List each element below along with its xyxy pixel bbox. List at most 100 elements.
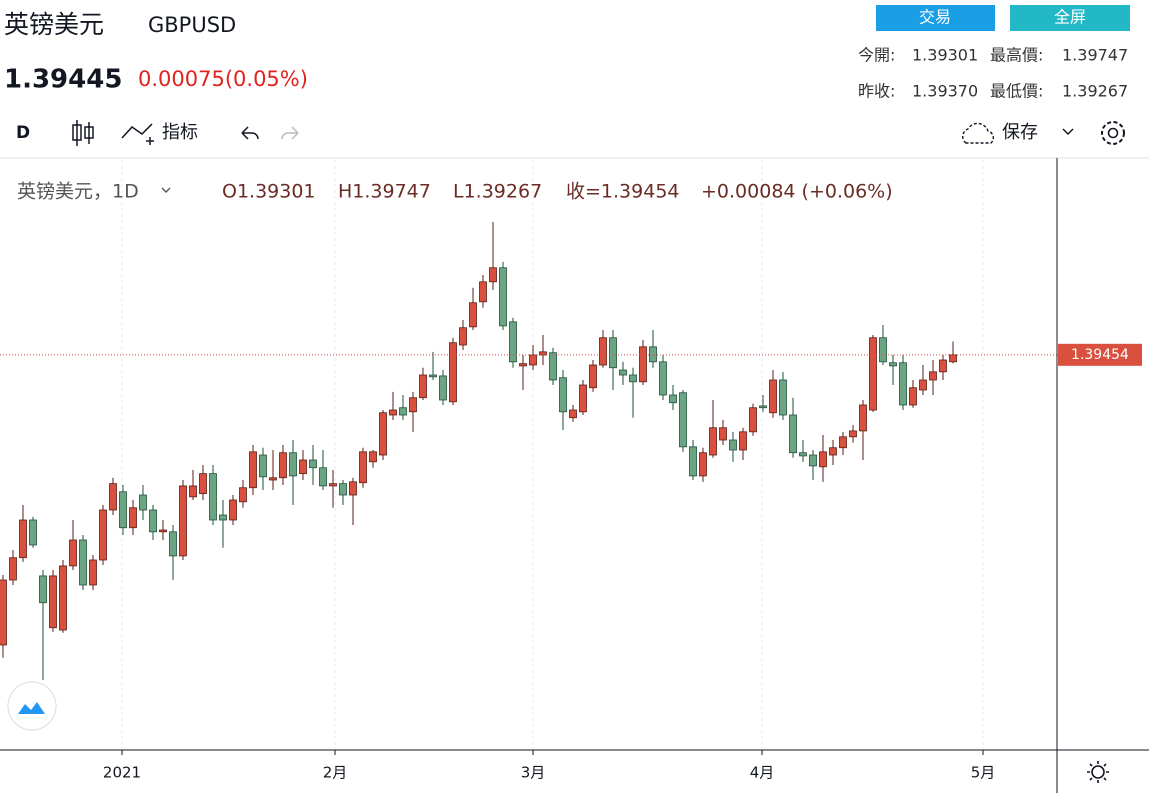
x-tick-label: 4月 bbox=[750, 764, 775, 782]
stat-value: 1.39267 bbox=[1062, 82, 1128, 101]
candle-body bbox=[589, 364, 597, 389]
candle-body bbox=[199, 473, 207, 495]
candle-body bbox=[509, 321, 517, 363]
cloud-icon bbox=[962, 122, 994, 144]
price-change: 0.00075(0.05%) bbox=[138, 67, 308, 91]
x-tick-label: 2月 bbox=[323, 764, 348, 782]
candle-body bbox=[769, 379, 777, 414]
indicator-icon[interactable] bbox=[121, 123, 154, 145]
candle-body bbox=[879, 337, 887, 363]
stat-value: 1.39301 bbox=[912, 46, 978, 65]
candle-body bbox=[489, 267, 497, 283]
instrument-name: 英镑美元 bbox=[4, 10, 104, 39]
candle-body bbox=[319, 467, 327, 487]
candle-body bbox=[929, 371, 937, 381]
candle-body bbox=[219, 514, 227, 521]
candle-body bbox=[639, 346, 647, 383]
candle-body bbox=[69, 539, 77, 567]
candle-body bbox=[779, 379, 787, 416]
candle-body bbox=[419, 374, 427, 399]
x-tick-label: 2021 bbox=[103, 764, 141, 782]
candle-body bbox=[189, 485, 197, 498]
candle-body bbox=[569, 409, 577, 419]
candle-body bbox=[449, 342, 457, 403]
chevron[interactable] bbox=[1062, 128, 1074, 136]
candle-body bbox=[889, 362, 897, 367]
candle-body bbox=[949, 354, 957, 363]
redo-icon[interactable] bbox=[281, 126, 299, 140]
candle-body bbox=[49, 575, 57, 629]
candle-body bbox=[79, 539, 87, 586]
indicators-button[interactable]: 指标 bbox=[162, 122, 198, 143]
candle-body bbox=[809, 454, 817, 467]
candle-body bbox=[829, 447, 837, 456]
candle-body bbox=[169, 531, 177, 557]
stat-label: 最低價: bbox=[990, 82, 1043, 101]
legend-change: +0.00084 (+0.06%) bbox=[701, 181, 893, 203]
time-settings-icon[interactable] bbox=[1087, 761, 1109, 783]
price: 1.39445 bbox=[4, 65, 122, 95]
x-tick-label: 5月 bbox=[971, 764, 996, 782]
candle-body bbox=[759, 405, 767, 409]
candle-body bbox=[9, 557, 17, 581]
candle-body bbox=[309, 459, 317, 469]
candle-body bbox=[109, 483, 117, 511]
button-label: 交易 bbox=[919, 8, 951, 27]
candle-body bbox=[299, 459, 307, 475]
candle-body bbox=[919, 379, 927, 391]
candle-body bbox=[149, 509, 157, 533]
stat-value: 1.39370 bbox=[912, 82, 978, 101]
candle-body bbox=[629, 374, 637, 383]
last-price-tag bbox=[1058, 343, 1142, 366]
candle-body bbox=[259, 454, 267, 478]
candle-body bbox=[409, 397, 417, 413]
candle-body bbox=[689, 446, 697, 477]
candle-body bbox=[559, 377, 567, 413]
candle-body bbox=[339, 483, 347, 496]
interval-button[interactable]: D bbox=[16, 123, 30, 143]
candle-body bbox=[609, 337, 617, 369]
candle-body bbox=[399, 407, 407, 416]
chart-type-icon[interactable] bbox=[72, 120, 94, 146]
candle-body bbox=[129, 507, 137, 529]
candle-body bbox=[269, 477, 277, 481]
candle-body bbox=[849, 430, 857, 438]
undo-icon[interactable] bbox=[241, 126, 259, 140]
candle-body bbox=[229, 499, 237, 521]
candle-body bbox=[139, 494, 147, 511]
candle-body bbox=[439, 375, 447, 401]
candle-body bbox=[859, 404, 867, 432]
candle-body bbox=[469, 302, 477, 328]
button-bg bbox=[876, 5, 995, 31]
candle-body bbox=[939, 359, 947, 373]
candle-body bbox=[99, 509, 107, 561]
plot: 2021 2月 3月 4月 5月 bbox=[0, 160, 1057, 782]
candle-body bbox=[209, 473, 217, 521]
save-button[interactable]: 保存 bbox=[1002, 122, 1038, 143]
trade-button[interactable]: 交易 bbox=[876, 5, 995, 31]
candle-body bbox=[179, 485, 187, 557]
candle-body bbox=[709, 427, 717, 456]
candle-body bbox=[479, 281, 487, 303]
candle-body bbox=[719, 427, 727, 441]
legend-open: O1.39301 bbox=[222, 181, 316, 203]
candle-body bbox=[899, 362, 907, 406]
candle-body bbox=[799, 452, 807, 457]
candle-body bbox=[329, 483, 337, 487]
settings-icon[interactable] bbox=[1101, 121, 1125, 145]
candle-body bbox=[749, 407, 757, 433]
candle-body bbox=[909, 387, 917, 406]
fullscreen-button[interactable]: 全屏 bbox=[1010, 5, 1130, 31]
stat-label: 今開: bbox=[858, 46, 895, 65]
legend-chevron[interactable] bbox=[161, 187, 171, 193]
candle-body bbox=[519, 363, 527, 367]
logo[interactable] bbox=[7, 681, 57, 731]
symbol: GBPUSD bbox=[148, 13, 236, 37]
candle-body bbox=[529, 354, 537, 366]
candle-body bbox=[839, 436, 847, 449]
candle-body bbox=[39, 575, 47, 604]
candle-body bbox=[19, 519, 27, 559]
candle-body bbox=[499, 267, 507, 327]
